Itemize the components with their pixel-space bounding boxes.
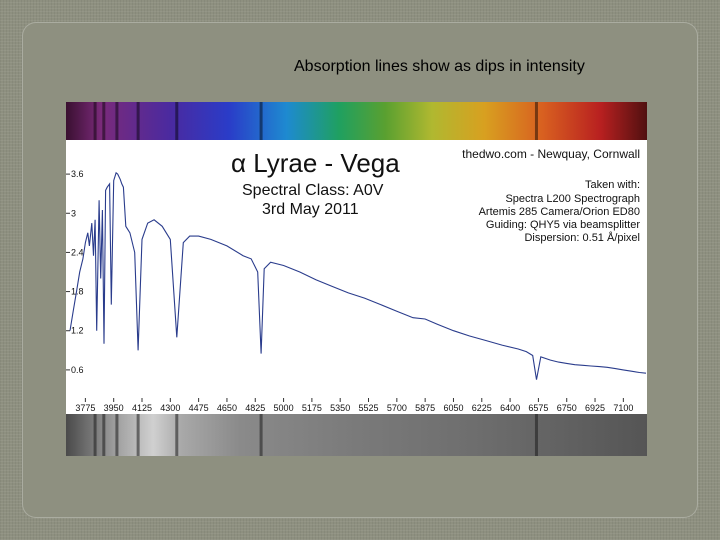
band-absorption-stripe — [93, 414, 97, 456]
chart-info-line: Guiding: QHY5 via beamsplitter — [486, 219, 640, 231]
band-absorption-stripe — [93, 102, 97, 140]
x-tick-label: 6750 — [557, 403, 577, 413]
band-absorption-stripe — [102, 414, 106, 456]
band-absorption-stripe — [115, 414, 119, 456]
band-absorption-stripe — [175, 414, 179, 456]
y-tick-label: 0.6 — [71, 365, 84, 375]
chart-subtitle-line: 3rd May 2011 — [262, 201, 359, 218]
x-tick-label: 6925 — [585, 403, 605, 413]
y-tick-label: 2.4 — [71, 247, 84, 257]
band-absorption-stripe — [115, 102, 119, 140]
x-tick-label: 6400 — [500, 403, 520, 413]
spectrum-gray-band — [66, 414, 647, 456]
band-absorption-stripe — [136, 102, 140, 140]
x-tick-label: 4650 — [217, 403, 237, 413]
spectrum-figure: 0.6 1.2 1.8 2.4 3 3.6 3775 3950 4125 4300 4475 465… — [66, 102, 647, 456]
x-tick-label: 5525 — [359, 403, 379, 413]
x-tick-label: 4300 — [160, 403, 180, 413]
x-tick-label: 5700 — [387, 403, 407, 413]
chart-plot: 0.6 1.2 1.8 2.4 3 3.6 3775 3950 4125 4300 4475 465… — [66, 140, 647, 414]
slide-caption: Absorption lines show as dips in intensi… — [294, 58, 585, 75]
x-tick-label: 6225 — [472, 403, 492, 413]
x-tick-label: 6575 — [528, 403, 548, 413]
band-absorption-stripe — [102, 102, 106, 140]
chart-title: α Lyrae - Vega — [231, 148, 400, 178]
chart-info-line: Dispersion: 0.51 Å/pixel — [524, 231, 640, 244]
y-tick-label: 3.6 — [71, 169, 84, 179]
x-tick-label: 4125 — [132, 403, 152, 413]
chart-info-line: Artemis 285 Camera/Orion ED80 — [479, 206, 640, 218]
spectrum-color-band — [66, 102, 647, 140]
x-tick-label: 6050 — [443, 403, 463, 413]
chart-credit: thedwo.com - Newquay, Cornwall — [462, 147, 640, 161]
series-line — [69, 171, 647, 380]
chart-info-line: Spectra L200 Spectrograph — [505, 193, 640, 205]
x-tick-label: 3950 — [104, 403, 124, 413]
chart-info-line: Taken with: — [585, 179, 640, 191]
x-tick-label: 5350 — [330, 403, 350, 413]
y-tick-label: 1.8 — [71, 287, 84, 297]
y-tick-label: 1.2 — [71, 326, 84, 336]
x-tick-label: 4475 — [189, 403, 209, 413]
band-absorption-stripe — [259, 102, 263, 140]
y-tick-label: 3 — [71, 208, 76, 218]
x-tick-label: 5175 — [302, 403, 322, 413]
x-tick-label: 5875 — [415, 403, 435, 413]
x-tick-label: 3775 — [75, 403, 95, 413]
band-absorption-stripe — [136, 414, 140, 456]
x-tick-label: 4825 — [245, 403, 265, 413]
x-tick-label: 5000 — [274, 403, 294, 413]
band-absorption-stripe — [175, 102, 179, 140]
chart-subtitle-line: Spectral Class: A0V — [242, 182, 384, 199]
band-absorption-stripe — [534, 102, 538, 140]
band-absorption-stripe — [259, 414, 263, 456]
x-tick-label: 7100 — [613, 403, 633, 413]
band-absorption-stripe — [534, 414, 538, 456]
